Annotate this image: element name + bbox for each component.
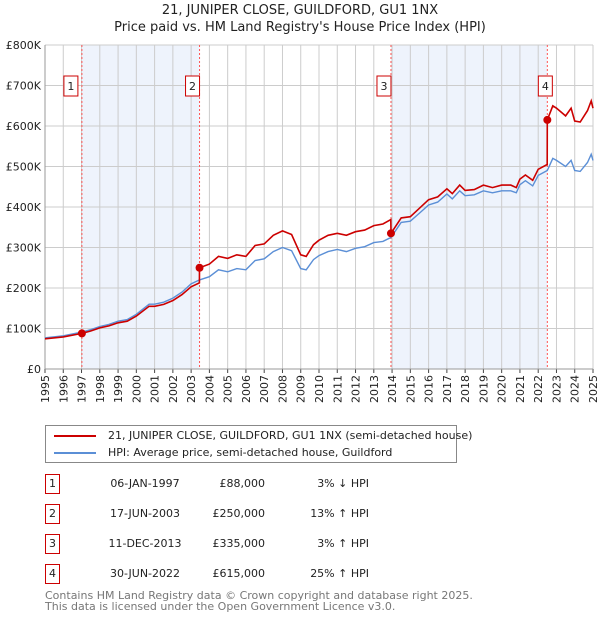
x-tick-label: 2001 [149,375,162,403]
x-tick-label: 1997 [76,375,89,403]
x-tick-label: 1996 [57,375,70,403]
sale-date: 30-JUN-2022 [109,567,181,580]
y-tick-label: £300K [6,242,42,255]
y-tick-label: £700K [6,80,42,93]
y-tick-label: £200K [6,282,42,295]
x-tick-label: 2013 [368,375,381,403]
x-tick-label: 2007 [258,375,271,403]
footer-licence: This data is licensed under the Open Gov… [45,600,396,613]
x-tick-label: 1999 [112,375,125,403]
y-tick-label: £100K [6,323,42,336]
x-tick-label: 2009 [295,375,308,403]
x-tick-label: 2024 [569,375,582,403]
y-tick-label: £600K [6,120,42,133]
x-tick-label: 2016 [423,375,436,403]
chart-subtitle: Price paid vs. HM Land Registry's House … [114,20,486,35]
x-tick-label: 2008 [276,375,289,403]
x-tick-label: 2010 [313,375,326,403]
legend-label: HPI: Average price, semi-detached house,… [108,446,393,459]
x-tick-label: 2011 [331,375,344,403]
sale-label-box [185,75,201,97]
legend-label: 21, JUNIPER CLOSE, GUILDFORD, GU1 1NX (s… [108,429,473,442]
sale-number-badge: 3 [45,534,60,554]
sale-date: 17-JUN-2003 [109,507,181,520]
x-tick-label: 2005 [222,375,235,403]
x-tick-label: 2014 [386,375,399,403]
x-tick-label: 2006 [240,375,253,403]
x-tick-label: 2017 [441,375,454,403]
x-tick-label: 2000 [130,375,143,403]
x-tick-label: 2018 [459,375,472,403]
legend-swatch-red [54,435,96,437]
sale-label: 2 [189,80,196,93]
footer-copyright: Contains HM Land Registry data © Crown c… [45,589,473,602]
x-tick-label: 2002 [167,375,180,403]
sale-point [195,263,204,272]
y-tick-label: £500K [6,161,42,174]
sale-date: 06-JAN-1997 [110,477,180,490]
legend: 21, JUNIPER CLOSE, GUILDFORD, GU1 1NX (s… [45,425,472,463]
sale-price: £335,000 [212,537,266,550]
x-tick-label: 1995 [39,375,52,403]
sale-point [543,115,552,124]
sale-label: 3 [380,80,387,93]
sale-hpi-diff: 13% ↑ HPI [310,507,369,520]
y-tick-label: £0 [27,363,41,376]
x-tick-label: 2022 [532,375,545,403]
x-tick-label: 2019 [477,375,490,403]
y-tick-label: £400K [6,201,42,214]
x-tick-label: 2025 [587,375,600,403]
sale-price: £250,000 [212,507,266,520]
x-tick-label: 2021 [514,375,527,403]
sale-number-badge: 2 [45,504,60,524]
sale-number-badge: 4 [45,564,60,584]
sale-date: 11-DEC-2013 [108,537,182,550]
sale-label-box [376,75,392,97]
x-tick-label: 1998 [94,375,107,403]
sale-price: £88,000 [219,477,266,490]
x-tick-label: 2023 [550,375,563,403]
x-tick-label: 2020 [496,375,509,403]
legend-swatch-blue [54,452,96,454]
x-tick-label: 2012 [350,375,363,403]
sale-price: £615,000 [212,567,266,580]
sale-label-box [63,75,79,97]
sale-point [77,329,86,338]
sale-number-badge: 1 [45,474,60,494]
hpi-line [44,152,594,339]
x-tick-label: 2003 [185,375,198,403]
chart-title: 21, JUNIPER CLOSE, GUILDFORD, GU1 1NX [161,3,439,18]
x-tick-label: 2004 [203,375,216,403]
y-tick-label: £800K [6,39,42,52]
sale-label: 4 [542,80,549,93]
sale-hpi-diff: 25% ↑ HPI [310,567,369,580]
sale-label: 1 [67,80,74,93]
x-tick-label: 2015 [404,375,417,403]
sale-hpi-diff: 3% ↓ HPI [317,477,369,490]
price-chart: 1995 1996 1997 1998 1999 2000 2001 2002 2003 2004… [6,39,600,403]
sale-hpi-diff: 3% ↑ HPI [317,537,369,550]
property-price-line [44,98,594,340]
sale-label-box [537,75,553,97]
sale-point [386,229,395,238]
